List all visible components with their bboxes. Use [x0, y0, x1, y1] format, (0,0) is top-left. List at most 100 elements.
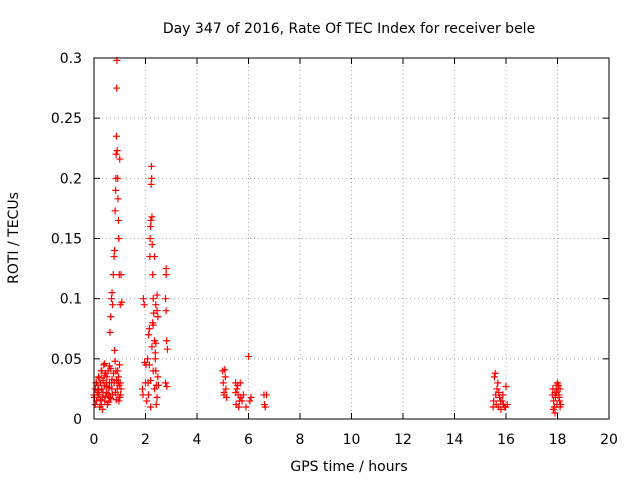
data-point: [239, 391, 247, 399]
data-point: [146, 235, 154, 242]
data-point: [114, 174, 122, 182]
data-point: [162, 271, 170, 279]
data-point: [556, 385, 564, 393]
x-tick-label: 8: [296, 432, 305, 448]
data-point: [153, 291, 161, 299]
data-point: [102, 379, 110, 387]
data-point: [116, 155, 124, 163]
x-tick-label: 16: [497, 432, 515, 448]
data-point: [114, 379, 122, 387]
data-point: [162, 265, 170, 273]
data-point: [149, 367, 157, 375]
x-tick-label: 10: [343, 432, 361, 448]
y-tick-label: 0.25: [51, 111, 82, 127]
data-point: [148, 213, 156, 221]
x-tick-label: 18: [549, 432, 567, 448]
data-point: [147, 162, 155, 170]
data-point: [112, 186, 120, 194]
data-point: [236, 379, 244, 387]
y-tick-label: 0.15: [51, 232, 82, 248]
data-point: [246, 397, 254, 405]
y-tick-labels: 0 0.05 0.1 0.15 0.2 0.25 0.3: [51, 51, 82, 428]
data-point: [149, 319, 157, 327]
data-point: [107, 313, 115, 321]
x-tick-label: 0: [90, 432, 99, 448]
data-point: [147, 376, 155, 384]
data-point: [555, 381, 563, 389]
data-point: [151, 385, 159, 393]
data-point: [113, 84, 121, 92]
data-point: [110, 253, 118, 261]
data-point: [148, 343, 156, 351]
x-axis-label: GPS time / hours: [290, 459, 407, 475]
data-point: [98, 405, 106, 413]
chart-title: Day 347 of 2016, Rate Of TEC Index for r…: [163, 21, 535, 37]
data-point: [555, 393, 563, 401]
data-point: [163, 337, 171, 345]
data-point: [91, 385, 99, 393]
data-point: [147, 216, 155, 224]
data-point: [222, 385, 230, 393]
data-point: [110, 369, 118, 377]
data-point: [494, 379, 502, 387]
data-point: [493, 385, 501, 393]
data-point: [99, 389, 107, 397]
data-point: [163, 383, 171, 391]
data-point: [117, 385, 125, 393]
data-point: [501, 403, 509, 411]
data-point: [145, 391, 153, 399]
data-point: [145, 331, 153, 339]
data-point: [219, 379, 227, 387]
data-point: [238, 397, 246, 405]
data-point: [108, 295, 116, 303]
data-point: [109, 271, 117, 279]
data-point: [111, 247, 119, 255]
data-point: [112, 132, 120, 140]
data-point: [108, 289, 116, 297]
data-point: [98, 367, 106, 375]
data-point: [153, 307, 161, 315]
data-point: [490, 397, 498, 405]
data-point: [147, 222, 155, 230]
points-layer: [90, 56, 565, 417]
x-tick-label: 2: [141, 432, 150, 448]
y-axis-label: ROTI / TECUs: [6, 192, 22, 284]
data-point: [115, 235, 123, 242]
data-point: [106, 328, 114, 336]
data-point: [151, 253, 159, 261]
data-point: [117, 271, 125, 279]
data-point: [152, 401, 160, 409]
data-point: [496, 397, 504, 405]
data-point: [163, 345, 171, 353]
data-point: [245, 352, 252, 360]
data-point: [162, 295, 170, 303]
y-tick-label: 0.1: [60, 292, 82, 308]
data-point: [223, 393, 231, 401]
data-point: [162, 379, 170, 387]
data-point: [235, 403, 243, 411]
data-point: [153, 393, 161, 401]
data-point: [151, 349, 159, 357]
data-point: [154, 373, 162, 381]
x-tick-label: 20: [600, 432, 618, 448]
data-point: [499, 391, 507, 399]
y-tick-label: 0.2: [60, 171, 82, 187]
data-point: [96, 396, 104, 404]
data-point: [109, 301, 117, 309]
data-point: [490, 373, 498, 381]
data-point: [91, 401, 99, 409]
data-point: [263, 391, 271, 399]
data-point: [101, 397, 109, 405]
data-point: [148, 241, 156, 249]
data-point: [557, 401, 565, 409]
data-point: [147, 180, 155, 188]
y-tick-label: 0.05: [51, 352, 82, 368]
x-tick-labels: 0 2 4 6 8 10 12 14 16 18 20: [90, 432, 618, 448]
data-point: [111, 346, 119, 354]
data-point: [154, 381, 162, 389]
data-point: [112, 150, 120, 158]
data-point: [221, 373, 229, 381]
data-point: [111, 357, 119, 365]
ticks-layer: [93, 57, 610, 420]
data-point: [108, 375, 116, 383]
